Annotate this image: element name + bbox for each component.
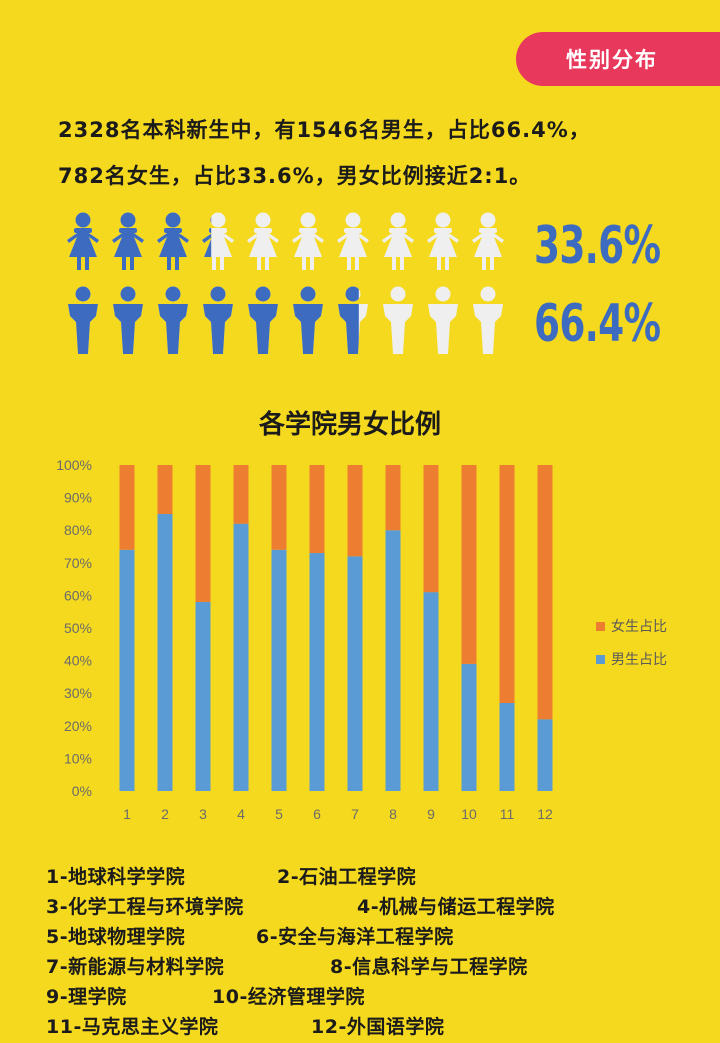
male-person-icon — [293, 286, 323, 354]
key-item: 11-马克思主义学院 — [46, 1016, 219, 1038]
key-item: 10-经济管理学院 — [212, 986, 365, 1008]
x-tick-label: 8 — [389, 806, 397, 822]
y-tick-label: 10% — [64, 750, 92, 766]
female-person-icon — [202, 212, 234, 270]
bar-segment — [233, 523, 249, 791]
bar-segment — [537, 465, 553, 720]
key-item: 3-化学工程与环境学院 — [46, 896, 244, 918]
male-person-icon — [428, 286, 458, 354]
x-tick-label: 9 — [427, 806, 435, 822]
female-person-icon — [292, 212, 324, 270]
male-person-icon — [248, 286, 278, 354]
bar-segment — [347, 556, 363, 791]
bar-segment — [271, 549, 287, 791]
legend-female: 女生占比 — [596, 616, 667, 636]
bar-segment — [423, 592, 439, 791]
key-item: 12-外国语学院 — [311, 1016, 445, 1038]
section-tag: 性别分布 — [516, 32, 720, 86]
y-axis: 0% 10% 20% 30% 40% 50% 60% 70% 80% 90% 100% — [56, 457, 92, 799]
y-tick-label: 20% — [64, 718, 92, 734]
key-item: 2-石油工程学院 — [277, 866, 417, 888]
x-tick-label: 6 — [313, 806, 321, 822]
x-axis: 1 2 3 4 5 6 7 8 9 10 11 12 — [123, 806, 553, 822]
bar-segment — [157, 465, 173, 514]
x-tick-label: 3 — [199, 806, 207, 822]
x-tick-label: 12 — [537, 806, 553, 822]
male-person-icon — [68, 286, 98, 354]
y-tick-label: 40% — [64, 653, 92, 669]
gender-pictogram — [67, 212, 504, 354]
x-tick-label: 7 — [351, 806, 359, 822]
key-item: 8-信息科学与工程学院 — [330, 956, 528, 978]
female-person-icon — [472, 212, 504, 270]
key-item: 5-地球物理学院 — [46, 926, 186, 948]
bar-segment — [499, 702, 515, 791]
y-tick-label: 0% — [72, 783, 92, 799]
male-person-icon — [158, 286, 188, 354]
bar-segment — [119, 465, 135, 550]
legend-male: 男生占比 — [596, 649, 667, 669]
bar-segment — [423, 465, 439, 593]
bar-segment — [385, 530, 401, 791]
bar-segment — [385, 465, 401, 531]
x-tick-label: 4 — [237, 806, 245, 822]
bar-segment — [309, 465, 325, 554]
bar-segment — [309, 553, 325, 791]
bar-segment — [119, 549, 135, 791]
y-tick-label: 90% — [64, 490, 92, 506]
bar-segment — [461, 663, 477, 791]
y-tick-label: 50% — [64, 620, 92, 636]
y-tick-label: 70% — [64, 555, 92, 571]
legend-swatch-male — [596, 654, 605, 664]
bar-segment — [195, 465, 211, 602]
male-person-icon — [113, 286, 143, 354]
y-tick-label: 60% — [64, 587, 92, 603]
bar-segment — [195, 601, 211, 791]
bar-segment — [271, 465, 287, 550]
x-tick-label: 1 — [123, 806, 131, 822]
female-person-icon — [337, 212, 369, 270]
legend-label-female: 女生占比 — [611, 619, 667, 635]
legend-swatch-female — [596, 621, 605, 631]
key-item: 1-地球科学学院 — [46, 866, 186, 888]
bar-segment — [157, 513, 173, 791]
legend-label-male: 男生占比 — [611, 652, 667, 668]
intro-line-1: 2328名本科新生中，有1546名男生，占比66.4%， — [58, 118, 591, 142]
male-person-icon — [203, 286, 233, 354]
x-tick-label: 2 — [161, 806, 169, 822]
y-tick-label: 80% — [64, 522, 92, 538]
key-item: 4-机械与储运工程学院 — [357, 896, 555, 918]
x-tick-label: 10 — [461, 806, 477, 822]
male-percentage: 66.4% — [534, 294, 661, 354]
female-person-icon — [67, 212, 99, 270]
male-person-icon — [383, 286, 413, 354]
chart-title: 各学院男女比例 — [258, 410, 441, 440]
y-tick-label: 30% — [64, 685, 92, 701]
bar-segment — [461, 465, 477, 664]
bar-segment — [537, 719, 553, 791]
female-person-icon — [112, 212, 144, 270]
key-item: 7-新能源与材料学院 — [46, 956, 225, 978]
bar-segment — [233, 465, 249, 524]
female-person-icon — [427, 212, 459, 270]
female-person-icon — [247, 212, 279, 270]
key-item: 6-安全与海洋工程学院 — [256, 926, 454, 948]
female-percentage: 33.6% — [534, 216, 661, 276]
x-tick-label: 11 — [500, 806, 515, 822]
female-person-icon — [157, 212, 189, 270]
male-person-icon — [338, 286, 359, 354]
bars — [119, 465, 553, 791]
bar-segment — [347, 465, 363, 557]
key-item: 9-理学院 — [46, 986, 127, 1008]
y-tick-label: 100% — [56, 457, 92, 473]
male-person-icon — [473, 286, 503, 354]
x-tick-label: 5 — [275, 806, 283, 822]
female-person-icon — [382, 212, 414, 270]
bar-segment — [499, 465, 515, 703]
intro-line-2: 782名女生，占比33.6%，男女比例接近2:1。 — [58, 164, 532, 188]
